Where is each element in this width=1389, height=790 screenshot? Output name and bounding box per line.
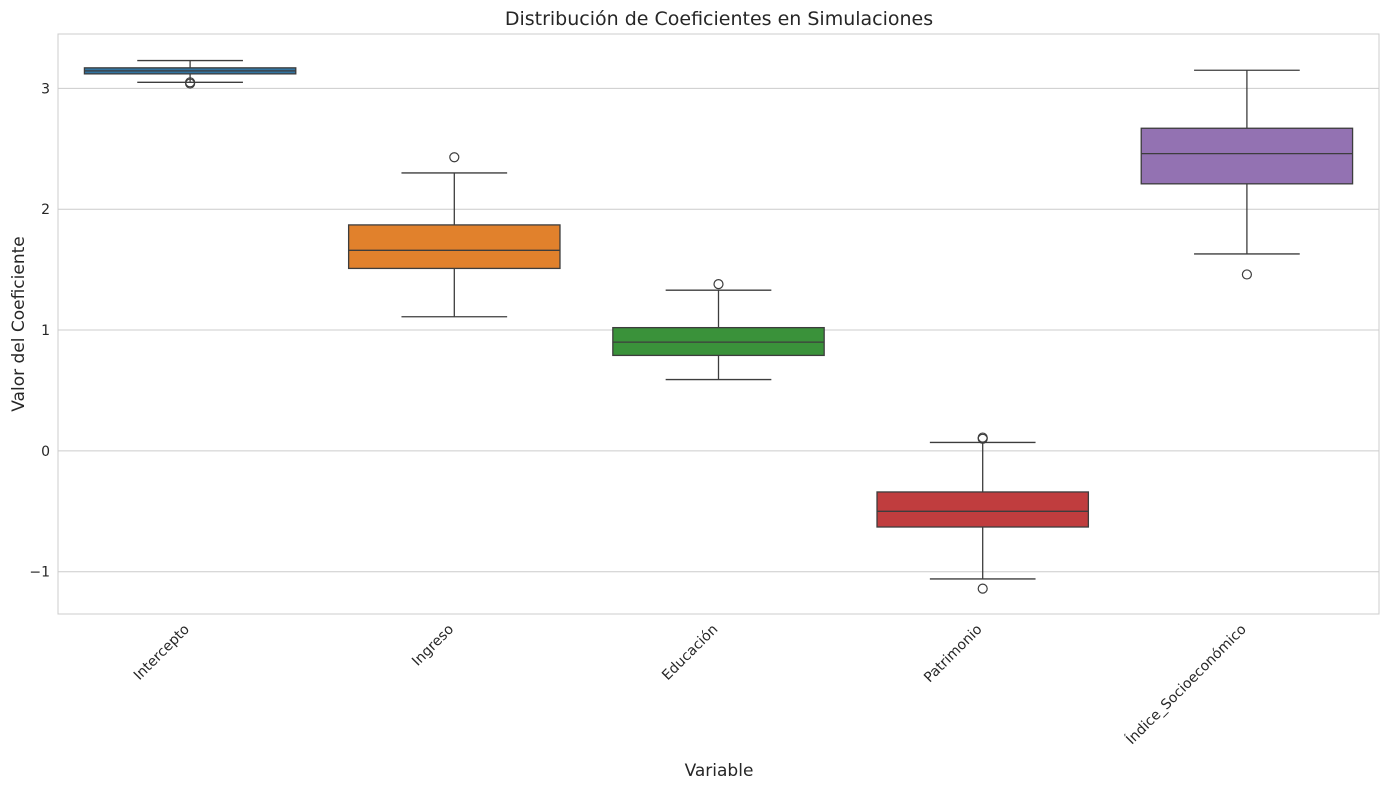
y-tick-label: −1 [29, 565, 50, 581]
box-iqr [1140, 127, 1354, 185]
y-tick-label: 1 [41, 323, 50, 339]
x-axis-label: Variable [685, 761, 754, 781]
x-tick-label: Intercepto [131, 622, 193, 684]
y-tick-label: 3 [41, 81, 50, 97]
box-3 [876, 432, 1090, 594]
y-axis: −1 0 1 2 3 [29, 81, 50, 580]
outlier-point [185, 77, 196, 88]
plot-frame [57, 33, 1380, 615]
y-axis-label: Valor del Coeficiente [9, 236, 29, 412]
box-iqr [876, 491, 1090, 528]
x-axis: Intercepto Ingreso Educación Patrimonio Índi… [131, 621, 1250, 748]
x-tick-label: Educación [659, 622, 721, 684]
box-0 [83, 59, 297, 89]
x-tick-label: Ingreso [409, 622, 457, 670]
outlier-point [977, 583, 988, 594]
chart-title: Distribución de Coeficientes en Simulaci… [505, 8, 933, 30]
y-tick-label: 2 [41, 202, 50, 218]
boxes [83, 59, 1354, 594]
x-tick-label: Patrimonio [921, 622, 985, 686]
y-tick-label: 0 [41, 444, 50, 460]
box-2 [612, 279, 825, 381]
box-1 [347, 152, 561, 318]
x-tick-label: Índice_Socioeconómico [1123, 621, 1250, 748]
outlier-point [449, 152, 460, 163]
box-4 [1140, 69, 1354, 280]
outlier-point [977, 432, 988, 443]
outlier-point [1241, 269, 1253, 280]
box-iqr [347, 224, 561, 270]
outlier-point [713, 279, 724, 290]
